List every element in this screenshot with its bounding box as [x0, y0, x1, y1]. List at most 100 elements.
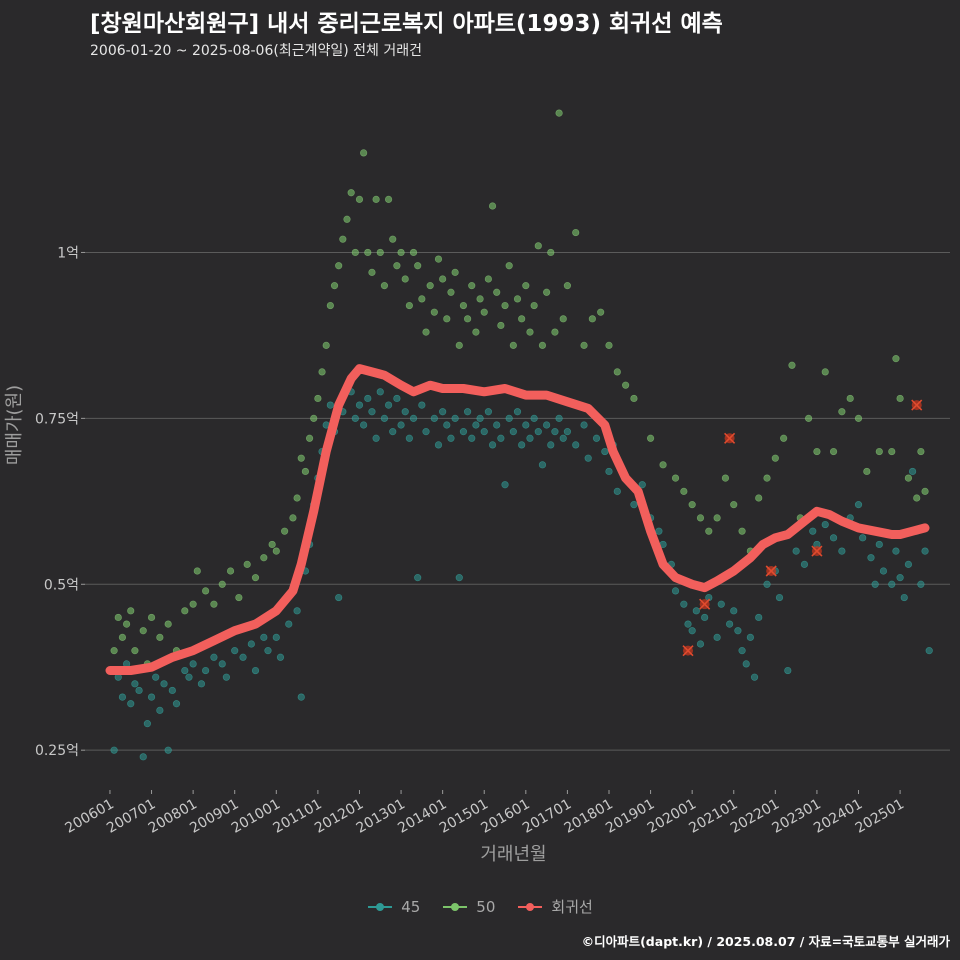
- series-50-point: [696, 514, 705, 522]
- series-50-point: [497, 321, 505, 330]
- outlier-x-stroke: [765, 565, 777, 577]
- series-45-point: [443, 421, 451, 429]
- series-50-point: [364, 248, 372, 257]
- series-45-point: [746, 633, 754, 641]
- series-45-point: [692, 607, 700, 615]
- series-45-point: [202, 666, 210, 675]
- series-50-point: [713, 514, 721, 522]
- series-45-point: [143, 720, 151, 728]
- series-45-point: [393, 394, 401, 403]
- series-45-point: [829, 534, 838, 542]
- series-45-point: [293, 607, 301, 615]
- series-45-point: [551, 428, 559, 436]
- series-50-point: [788, 361, 796, 369]
- series-45-point: [405, 434, 413, 442]
- series-45-point: [871, 580, 879, 588]
- series-45-point: [222, 673, 230, 681]
- legend-item-regression: 회귀선: [517, 896, 593, 917]
- series-45-point: [247, 640, 255, 648]
- series-45-point: [522, 421, 530, 429]
- series-45-point: [430, 414, 438, 422]
- series-45-point: [118, 693, 127, 701]
- series-45-point: [480, 428, 488, 436]
- series-45-point: [921, 547, 929, 555]
- series-50-point: [559, 315, 567, 323]
- series-45-point: [572, 441, 580, 449]
- series-50-point: [904, 474, 913, 482]
- legend-item-50: 50: [442, 896, 495, 917]
- series-45-point: [439, 408, 447, 416]
- outlier-markers: [682, 399, 923, 657]
- series-50-point: [210, 600, 218, 608]
- series-45-point: [488, 441, 497, 449]
- series-50-point: [409, 248, 418, 257]
- series-50-point: [547, 248, 555, 257]
- series-50-point: [147, 613, 156, 622]
- series-50-point: [646, 434, 655, 442]
- series-45-point: [368, 408, 376, 416]
- series-45-point: [326, 401, 334, 409]
- series-50-point: [763, 474, 771, 482]
- series-45-point: [335, 593, 343, 602]
- legend-key-50: [442, 900, 468, 914]
- series-50-point: [389, 235, 397, 243]
- series-50-point: [484, 275, 492, 283]
- series-45-point: [671, 587, 680, 595]
- series-45-point: [680, 600, 688, 608]
- series-50-point: [355, 195, 364, 203]
- series-50-point: [268, 540, 276, 549]
- series-45-point: [538, 461, 547, 469]
- series-50-point: [622, 381, 630, 389]
- series-45-point: [800, 560, 809, 568]
- series-45-point: [364, 394, 372, 403]
- series-50-point: [118, 633, 127, 641]
- series-50-point: [580, 341, 588, 349]
- series-50-point: [771, 454, 779, 462]
- series-45-point: [518, 441, 526, 449]
- series-50-point: [376, 248, 384, 257]
- series-45-point: [152, 673, 160, 681]
- series-45-point: [638, 481, 646, 489]
- series-50-point: [281, 527, 289, 535]
- series-45-point: [755, 613, 763, 622]
- series-50-point: [605, 341, 613, 349]
- series-50-point: [468, 282, 476, 290]
- chart-subtitle: 2006-01-20 ~ 2025-08-06(최근계약일) 전체 거래건: [90, 43, 422, 59]
- series-50-point: [335, 262, 343, 270]
- series-45-point: [297, 693, 305, 701]
- series-50-point: [289, 514, 297, 522]
- outlier-marker: [811, 545, 823, 557]
- series-50-point: [563, 282, 572, 290]
- y-tick-label: 0.25억: [35, 743, 79, 759]
- series-50-point: [181, 607, 189, 615]
- series-45-point: [701, 613, 709, 622]
- series-45-point: [592, 434, 601, 442]
- series-50-point: [297, 454, 305, 462]
- series-50-point: [243, 560, 251, 568]
- series-50-point: [813, 447, 821, 456]
- series-45-point: [463, 408, 472, 416]
- series-50-point: [551, 328, 559, 336]
- series-50-point: [526, 328, 534, 336]
- legend-key-regression: [517, 900, 543, 914]
- series-45-point: [493, 421, 501, 429]
- series-50-point: [305, 434, 314, 442]
- series-50-point: [251, 574, 260, 582]
- series-50-points: [110, 109, 929, 668]
- series-50-point: [463, 315, 472, 323]
- series-50-point: [455, 341, 463, 349]
- series-50-point: [630, 394, 638, 403]
- legend-label-45: 45: [401, 897, 421, 916]
- series-50-point: [501, 301, 509, 310]
- series-50-point: [202, 587, 210, 595]
- series-50-point: [821, 368, 829, 376]
- y-tick-label: 0.75억: [35, 411, 79, 427]
- series-50-point: [530, 301, 538, 310]
- series-45-point: [580, 421, 588, 429]
- series-50-point: [439, 275, 447, 283]
- series-50-point: [896, 394, 904, 403]
- series-50-point: [738, 527, 746, 535]
- series-45-point: [875, 540, 883, 549]
- outlier-x-stroke: [724, 432, 736, 444]
- series-50-point: [384, 195, 393, 203]
